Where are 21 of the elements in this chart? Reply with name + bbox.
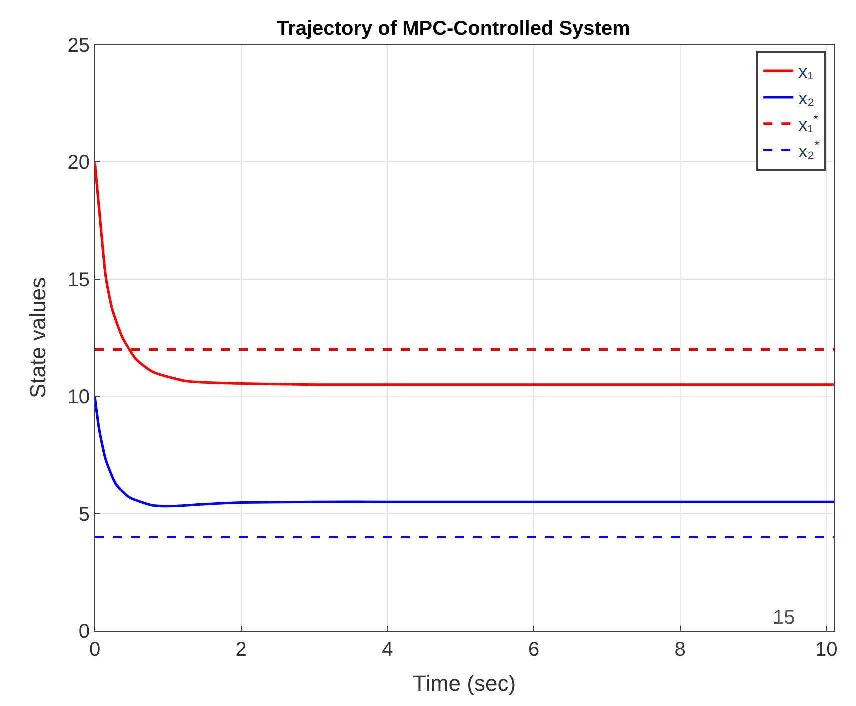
- line-series: [95, 160, 834, 386]
- x-tick-label: 2: [236, 639, 247, 661]
- y-tick-label: 25: [68, 35, 90, 57]
- line-series: [95, 395, 834, 508]
- x-tick-label: 4: [382, 639, 394, 661]
- x-tick-label: 6: [528, 639, 540, 661]
- x-tick-label: 8: [674, 639, 686, 661]
- legend-label: x₁$^{*}$: [798, 112, 819, 135]
- y-axis-title: State values: [26, 277, 51, 399]
- x-tick-label: 10: [816, 639, 838, 661]
- legend-label: x₂$^{*}$: [798, 138, 820, 162]
- y-tick-label: 10: [68, 386, 90, 409]
- chart-title: Trajectory of MPC-Controlled System: [276, 18, 630, 40]
- y-tick-label: 20: [68, 152, 90, 174]
- y-tick-label: 15: [68, 269, 90, 292]
- y-tick-label: 5: [78, 504, 90, 526]
- annotation: 15: [773, 607, 796, 629]
- legend-label: x₁: [798, 62, 814, 82]
- legend-label: x₂: [798, 88, 815, 108]
- y-tick-label: 0: [78, 621, 90, 643]
- x-axis-title: Time (sec): [412, 670, 516, 696]
